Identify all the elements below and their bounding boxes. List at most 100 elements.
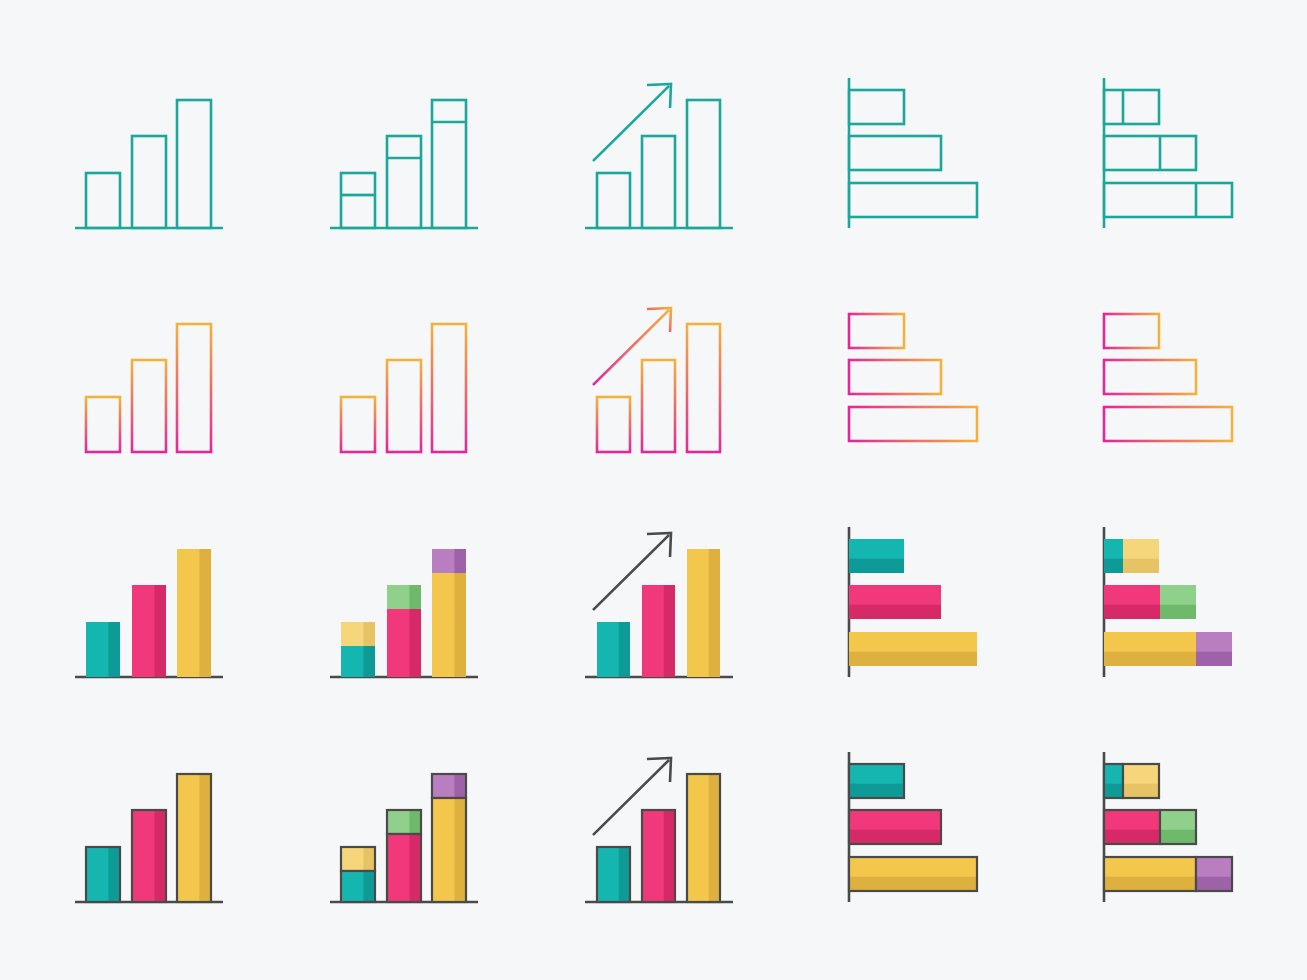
bar-end-segment	[1160, 585, 1196, 619]
bar	[175, 322, 213, 454]
bar-top-segment	[387, 585, 421, 609]
bar	[1102, 88, 1161, 126]
bar	[84, 395, 122, 454]
bar-top-segment	[385, 808, 423, 836]
bar-top-segment	[430, 772, 468, 800]
bar	[847, 808, 943, 846]
flat-color-stacked-horizontal-bars-icon	[1102, 527, 1232, 677]
gradient-outline-horizontal-bars-icon	[847, 302, 979, 452]
bar	[432, 573, 466, 677]
arrow-head-icon	[646, 531, 673, 558]
bar	[847, 88, 906, 126]
gradient-outline-vertical-bars-arrow-icon	[585, 306, 733, 454]
outlined-color-vertical-bars-icon	[75, 772, 223, 904]
bar	[175, 772, 213, 904]
bar	[1104, 539, 1123, 573]
bar	[339, 869, 377, 904]
bar	[1102, 134, 1198, 172]
bar	[86, 622, 120, 677]
teal-outline-stacked-horizontal-bars-icon	[1102, 78, 1234, 228]
bar-end-segment	[1121, 762, 1161, 800]
outlined-color-stacked-horizontal-bars-icon	[1102, 752, 1234, 902]
teal-outline-vertical-bars-arrow-icon	[585, 82, 733, 230]
bar-end-segment	[1196, 632, 1232, 666]
bar	[595, 171, 632, 230]
bar	[687, 549, 720, 677]
bar-top-segment	[339, 845, 377, 873]
gradient-outline-stacked-vertical-bars-icon	[330, 322, 478, 454]
bar	[597, 622, 630, 677]
outlined-color-vertical-bars-arrow-icon	[585, 756, 733, 904]
bar	[849, 539, 904, 573]
bar	[1102, 312, 1161, 350]
bar	[595, 395, 632, 454]
bar	[685, 772, 722, 904]
bar	[640, 808, 677, 904]
gradient-outline-vertical-bars-icon	[75, 322, 223, 454]
bar	[847, 134, 943, 172]
bar	[849, 632, 977, 666]
gradient-outline-stacked-horizontal-bars-icon	[1102, 302, 1234, 452]
bar	[1102, 405, 1234, 443]
teal-outline-vertical-bars-icon	[75, 98, 223, 230]
bar	[685, 98, 722, 230]
bar	[1104, 585, 1160, 619]
trend-arrow-line	[592, 759, 670, 836]
bar	[847, 855, 979, 893]
bar	[341, 646, 375, 677]
bar	[1102, 762, 1125, 800]
flat-color-stacked-vertical-bars-icon	[330, 549, 478, 679]
bar-end-segment	[1194, 855, 1234, 893]
bar	[1102, 808, 1162, 846]
flat-color-vertical-bars-arrow-icon	[585, 531, 733, 679]
bar	[385, 832, 423, 904]
arrow-head-icon	[646, 756, 673, 783]
bar	[130, 808, 168, 904]
bar-end-segment	[1158, 808, 1198, 846]
bar	[1102, 358, 1198, 396]
arrow-head-icon	[646, 306, 673, 333]
bar	[385, 358, 423, 454]
bar	[685, 322, 722, 454]
trend-arrow-line	[592, 85, 670, 162]
bar	[430, 796, 468, 904]
bar	[132, 585, 166, 677]
bar	[1102, 181, 1234, 219]
bar-top-segment	[432, 549, 466, 573]
bar	[339, 395, 377, 454]
bar	[642, 585, 675, 677]
teal-outline-stacked-vertical-bars-icon	[330, 98, 478, 230]
outlined-color-horizontal-bars-icon	[847, 752, 979, 902]
bar	[84, 171, 122, 230]
flat-color-horizontal-bars-icon	[847, 527, 977, 677]
bar	[1102, 855, 1198, 893]
bar	[847, 405, 979, 443]
bar	[130, 134, 168, 230]
bar	[1104, 632, 1196, 666]
bar	[847, 762, 906, 800]
arrow-head-icon	[646, 82, 673, 109]
bar	[849, 585, 941, 619]
bar	[177, 549, 211, 677]
bar-top-segment	[341, 622, 375, 646]
bar	[130, 358, 168, 454]
bar	[847, 312, 906, 350]
bar	[640, 134, 677, 230]
bar	[847, 181, 979, 219]
bar	[339, 171, 377, 230]
bar	[387, 609, 421, 677]
outlined-color-stacked-vertical-bars-icon	[330, 772, 478, 904]
bar	[847, 358, 943, 396]
bar	[595, 845, 632, 904]
bar	[640, 358, 677, 454]
bar	[175, 98, 213, 230]
trend-arrow-line	[592, 534, 670, 611]
bar	[430, 322, 468, 454]
bar-end-segment	[1123, 539, 1159, 573]
flat-color-vertical-bars-icon	[75, 549, 223, 679]
bar	[84, 845, 122, 904]
trend-arrow-line	[592, 309, 670, 386]
bar	[430, 98, 468, 230]
bar	[385, 134, 423, 230]
